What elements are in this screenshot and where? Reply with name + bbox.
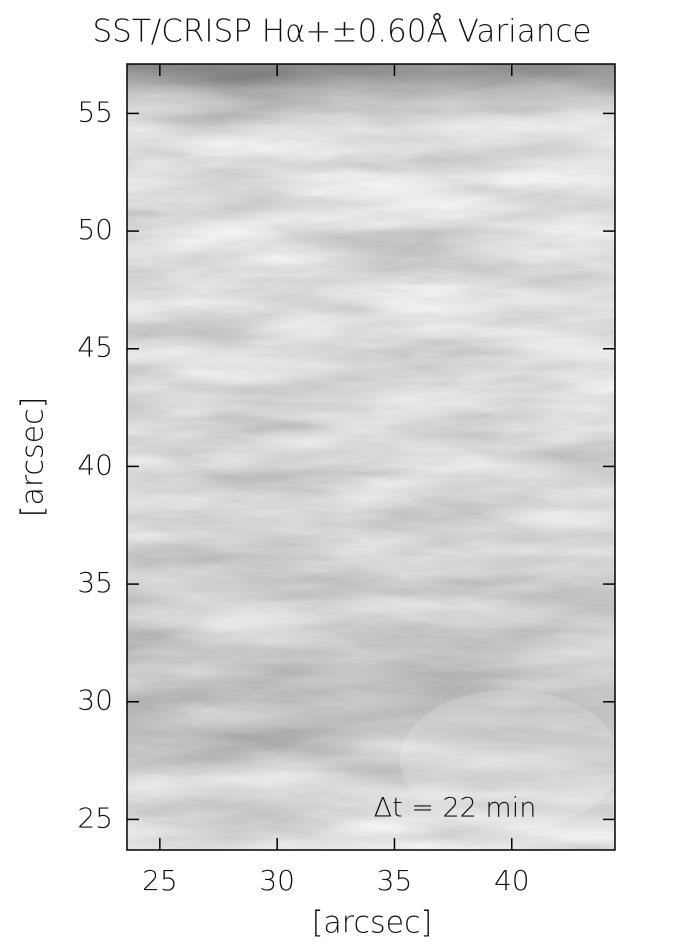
x-tick-label: 25 (142, 864, 178, 897)
y-tick-label: 45 (77, 331, 113, 364)
y-tick-label: 55 (77, 95, 113, 128)
x-tick-label: 30 (259, 864, 295, 897)
solar-image (127, 64, 620, 850)
x-tick-label: 40 (494, 864, 530, 897)
y-tick-label: 50 (77, 213, 113, 246)
chart-title: SST/CRISP Hα+±0.60Å Variance (93, 13, 592, 50)
y-axis-label: [arcsec] (16, 397, 51, 518)
y-tick-label: 40 (77, 448, 113, 481)
x-axis-label: [arcsec] (312, 906, 433, 941)
plot-frame (126, 63, 616, 851)
annotation: Δt = 22 min (374, 793, 537, 824)
x-tick-label: 35 (377, 864, 413, 897)
y-tick-label: 30 (77, 684, 113, 717)
y-tick-label: 35 (77, 566, 113, 599)
y-tick-label: 25 (77, 801, 113, 834)
